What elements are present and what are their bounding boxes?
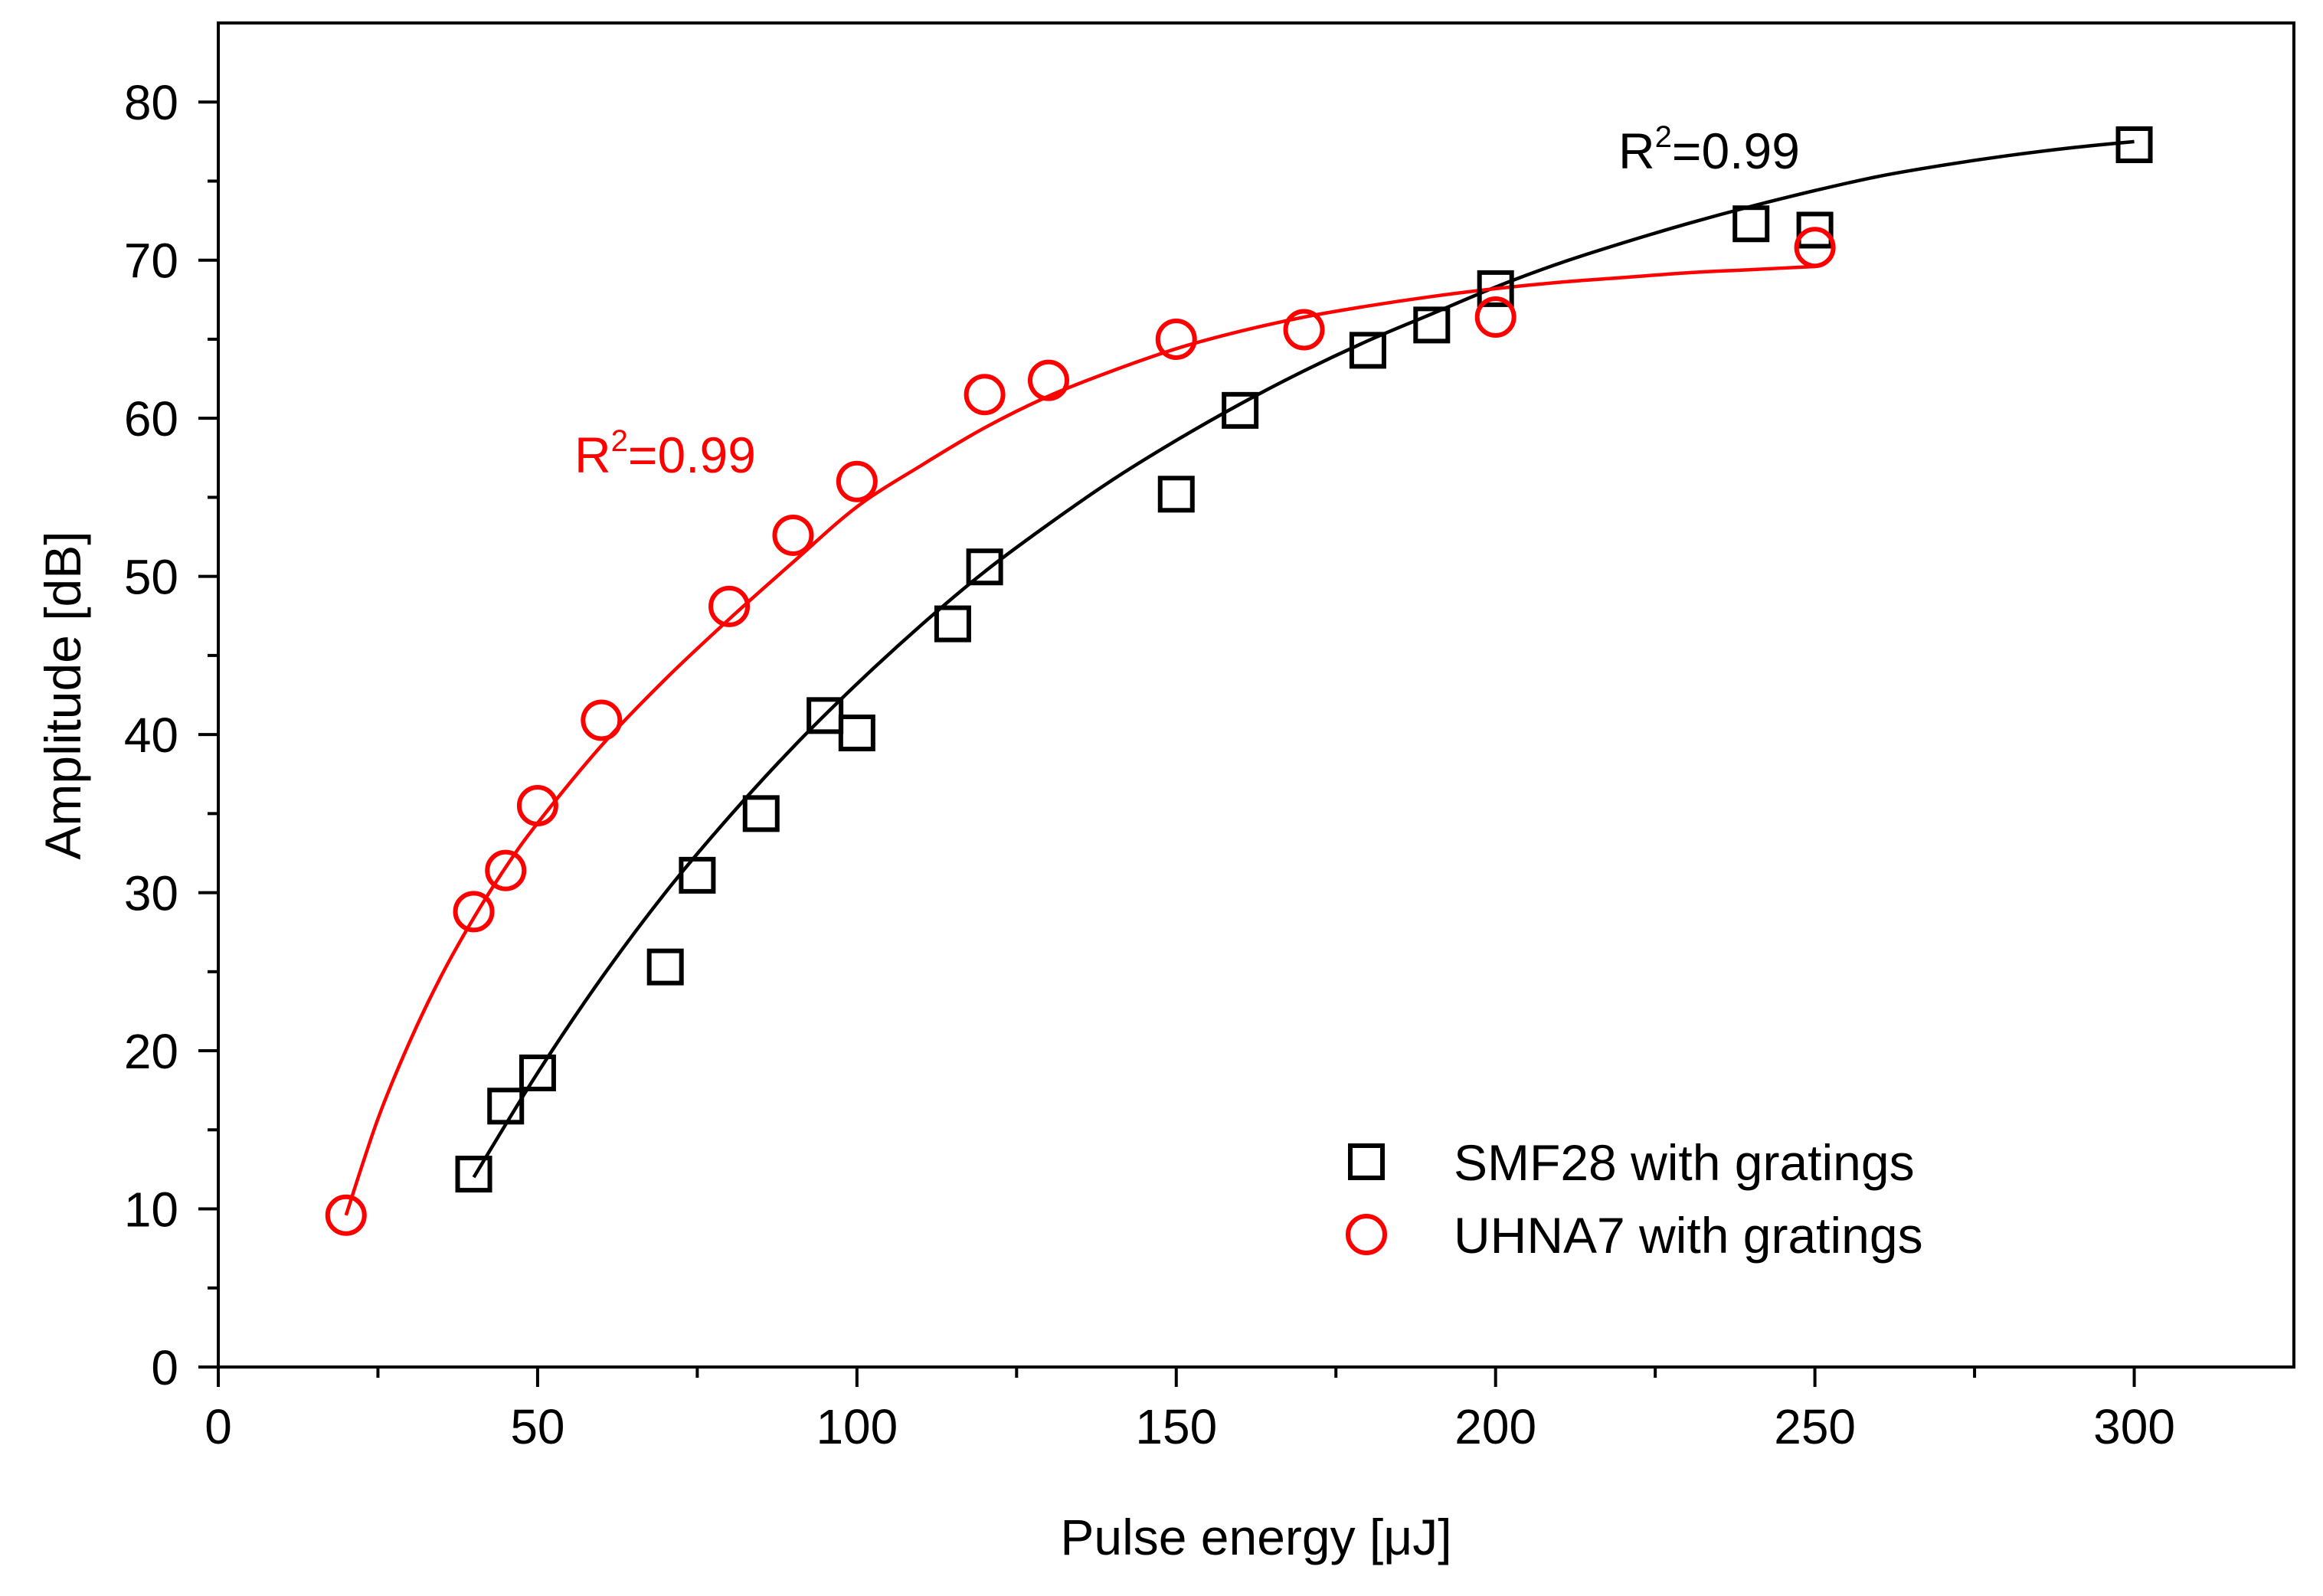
r2-base: R — [1618, 123, 1655, 179]
data-point-smf28 — [2115, 126, 2153, 163]
data-point-uhna7 — [581, 699, 623, 741]
y-tick-label: 70 — [124, 234, 178, 289]
r2-superscript: 2 — [1655, 120, 1672, 154]
data-point-uhna7 — [1474, 296, 1516, 338]
fit-curve-smf28 — [472, 139, 2135, 1179]
data-point-uhna7 — [1794, 227, 1836, 269]
data-point-smf28 — [838, 715, 875, 752]
data-point-smf28 — [934, 605, 971, 643]
legend-label-smf28: SMF28 with gratings — [1454, 1134, 1915, 1191]
plot-area-frame — [217, 21, 2295, 1369]
y-tick-label: 60 — [124, 391, 178, 446]
data-point-smf28 — [1157, 476, 1195, 513]
x-tick-label: 300 — [2093, 1399, 2175, 1454]
r2-annotation-uhna7: R2=0.99 — [574, 424, 756, 483]
r2-value: =0.99 — [628, 427, 756, 483]
y-tick-label: 30 — [124, 866, 178, 921]
x-tick-label: 50 — [510, 1399, 564, 1454]
data-point-smf28 — [1413, 306, 1451, 344]
x-axis-title: Pulse energy [μJ] — [1060, 1509, 1451, 1565]
x-tick-label: 200 — [1454, 1399, 1536, 1454]
r2-base: R — [574, 427, 611, 483]
data-point-smf28 — [487, 1087, 525, 1125]
data-point-smf28 — [455, 1156, 492, 1193]
y-axis-title: Amplitude [dB] — [34, 531, 91, 859]
legend-marker-uhna7 — [1346, 1214, 1387, 1255]
data-point-smf28 — [646, 948, 684, 986]
data-point-uhna7 — [1283, 309, 1325, 351]
data-point-uhna7 — [453, 891, 495, 933]
y-tick-label: 80 — [124, 75, 178, 130]
y-tick-label: 20 — [124, 1024, 178, 1079]
data-point-smf28 — [966, 548, 1003, 586]
r2-superscript: 2 — [611, 424, 628, 458]
y-tick-label: 40 — [124, 708, 178, 763]
data-point-smf28 — [742, 795, 780, 832]
r2-value: =0.99 — [1672, 123, 1800, 179]
data-point-smf28 — [1222, 391, 1259, 429]
x-tick-label: 0 — [204, 1399, 232, 1454]
data-point-smf28 — [1349, 332, 1386, 369]
data-point-uhna7 — [485, 849, 527, 891]
data-point-uhna7 — [325, 1194, 367, 1236]
r2-annotation-smf28: R2=0.99 — [1618, 120, 1800, 179]
fit-curves — [344, 139, 2135, 1216]
data-point-smf28 — [1732, 205, 1770, 243]
data-point-uhna7 — [836, 460, 878, 502]
x-tick-label: 250 — [1774, 1399, 1856, 1454]
data-point-uhna7 — [1028, 359, 1069, 401]
y-tick-label: 50 — [124, 550, 178, 605]
legend-marker-smf28 — [1348, 1143, 1385, 1180]
legend-label-uhna7: UHNA7 with gratings — [1454, 1207, 1923, 1264]
y-tick-label: 0 — [151, 1340, 178, 1395]
axis-ticks: 0 50 100 150 200 250 300 0 10 20 30 40 50 60 70 80 — [124, 75, 2175, 1454]
data-point-smf28 — [519, 1054, 556, 1091]
data-points — [325, 126, 2153, 1236]
legend: SMF28 with gratings UHNA7 with gratings — [1346, 1134, 1923, 1264]
data-point-uhna7 — [772, 514, 814, 556]
data-point-uhna7 — [964, 374, 1006, 416]
data-point-uhna7 — [1155, 318, 1197, 360]
data-point-uhna7 — [516, 785, 558, 827]
data-point-smf28 — [1477, 270, 1514, 307]
y-tick-label: 10 — [124, 1182, 178, 1238]
fit-curve-uhna7 — [344, 264, 1815, 1216]
data-point-uhna7 — [708, 585, 751, 627]
x-tick-label: 150 — [1135, 1399, 1217, 1454]
x-tick-label: 100 — [816, 1399, 898, 1454]
data-point-smf28 — [679, 856, 716, 894]
data-point-smf28 — [1796, 211, 1834, 249]
